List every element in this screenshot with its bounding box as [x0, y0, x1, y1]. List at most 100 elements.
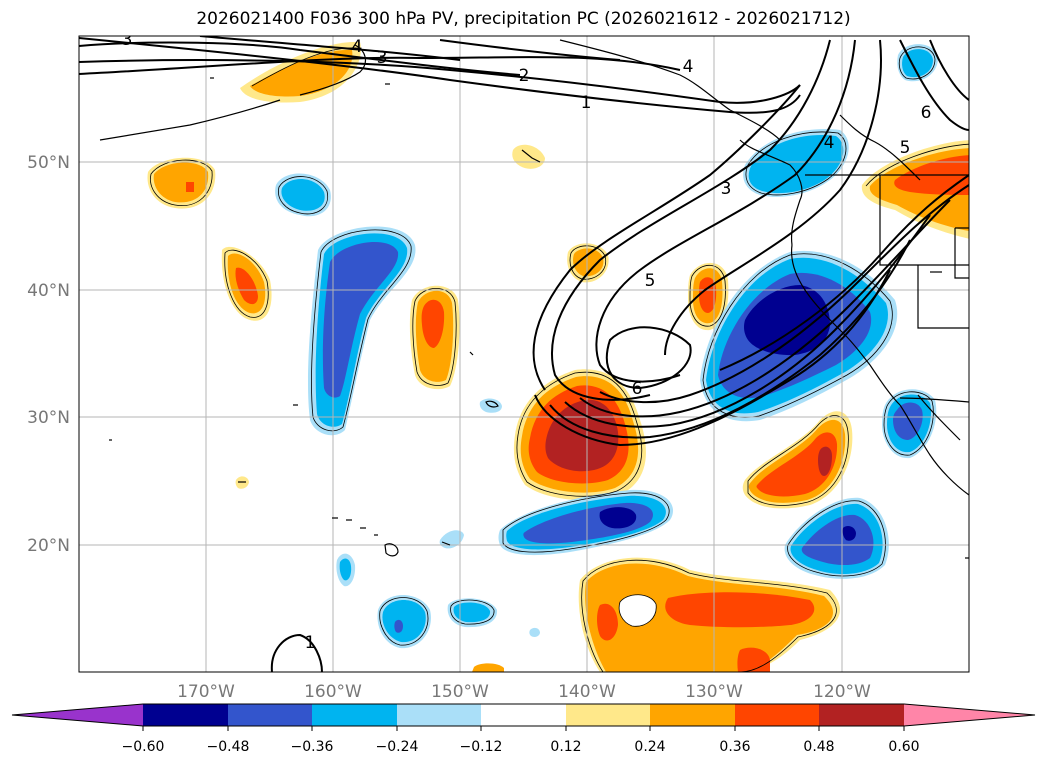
- colorbar-extend-left: [12, 704, 143, 726]
- colorbar-tick-label: −0.48: [207, 739, 250, 755]
- colorbar-ticks: [142, 726, 905, 731]
- islands: [109, 77, 969, 559]
- pv-ridge-4: [579, 199, 951, 418]
- pv-contour-3: [79, 41, 521, 76]
- pv-contour-1: [79, 37, 801, 114]
- pv-trough-3: [595, 39, 856, 383]
- pv-ridge-5: [599, 184, 969, 404]
- precip-blob: [818, 446, 832, 476]
- precip-blob: [394, 619, 403, 633]
- precip-blob: [235, 267, 258, 305]
- colorbar-tick-label: 0.60: [888, 739, 919, 755]
- pv-contour-label: 2: [519, 66, 530, 86]
- colorbar-segment: [481, 704, 566, 726]
- colorbar-segment: [819, 704, 904, 726]
- pv-east-2: [929, 39, 969, 101]
- colorbar-segment: [397, 704, 481, 726]
- pv-east-1: [899, 39, 969, 131]
- precip-blob: [453, 602, 491, 623]
- pv-contour-label: 5: [900, 138, 911, 158]
- pv-bottom-1: [270, 633, 323, 672]
- precip-blob: [153, 162, 209, 203]
- canada-province-border: [839, 114, 921, 181]
- hawaii-island: [384, 543, 399, 557]
- alaska-south-coast: [559, 39, 781, 141]
- pv-trough-4: [664, 39, 882, 356]
- colorbar-segment: [228, 704, 312, 726]
- pv-ridge-2: [549, 239, 911, 439]
- map-title: 2026021400 F036 300 hPa PV, precipitatio…: [196, 9, 851, 29]
- us-state-border: [879, 175, 969, 266]
- map-frame: [78, 35, 970, 673]
- precip-blob: [472, 663, 504, 672]
- colorbar-segment: [735, 704, 819, 726]
- pv-contour-labels: 1 2 3 4 3 4 5 6 3 4 5 6 1: [122, 36, 932, 653]
- pv-contour-label: 3: [377, 48, 388, 68]
- precip-blob: [529, 627, 540, 637]
- precip-outlines: [150, 46, 969, 672]
- precip-blob: [842, 525, 856, 541]
- precip-blob: [186, 182, 194, 192]
- pv-cutoff: [605, 326, 692, 390]
- precip-blob: [281, 179, 325, 211]
- precip-blob: [322, 241, 399, 398]
- precip-blob: [599, 507, 637, 529]
- alaska-coast: [99, 44, 367, 141]
- precip-blob: [756, 432, 838, 497]
- precip-blob: [801, 514, 874, 566]
- precip-blob: [382, 600, 426, 643]
- lon-label-120w: 120°W: [813, 682, 871, 702]
- precip-blob: [748, 134, 844, 194]
- colorbar-segment: [143, 704, 228, 726]
- pv-contour-5: [199, 36, 461, 61]
- pv-contour-label: 1: [305, 633, 316, 653]
- pv-trough-1: [532, 84, 801, 391]
- pv-ridge-1: [534, 269, 891, 447]
- colorbar-segment: [650, 704, 735, 726]
- pv-contour-label: 1: [581, 93, 592, 113]
- colorbar-tick-label: 0.12: [550, 739, 581, 755]
- colorbar-tick-label: −0.60: [122, 739, 165, 755]
- us-state-border: [917, 265, 969, 329]
- precip-blob: [339, 558, 352, 581]
- precip-blob: [665, 592, 815, 628]
- precip-blob: [597, 603, 618, 641]
- map-plot-area: 1 2 3 4 3 4 5 6 3 4 5 6 1: [79, 36, 969, 672]
- lat-label-30n: 30°N: [27, 408, 70, 428]
- graticule: [79, 36, 969, 672]
- pv-trough-2: [551, 39, 831, 401]
- pv-contour-label: 4: [683, 57, 694, 77]
- colorbar-tick-label: 0.24: [634, 739, 665, 755]
- pv-ridge-3: [564, 214, 931, 428]
- pv-contour-label: 6: [921, 103, 932, 123]
- lon-label-140w: 140°W: [558, 682, 616, 702]
- pv-contour-3b: [439, 39, 621, 61]
- lat-label-50n: 50°N: [27, 153, 70, 173]
- precip-blob: [512, 144, 545, 169]
- pv-ridge-6: [719, 174, 969, 371]
- pv-contours: [79, 36, 969, 672]
- lon-label-160w: 160°W: [304, 682, 362, 702]
- precip-blob: [573, 248, 604, 277]
- pv-contour-2: [79, 59, 801, 104]
- precip-blob: [421, 299, 445, 348]
- pv-contour-label: 4: [352, 37, 363, 57]
- pv-contour-label: 3: [721, 179, 732, 199]
- colorbar-tick-label: 0.48: [803, 739, 834, 755]
- pv-contour-label: 6: [632, 379, 643, 399]
- precip-blob: [619, 594, 657, 627]
- us-mexico-border: [899, 397, 969, 403]
- colorbar-segment: [566, 704, 650, 726]
- pv-contour-label: 4: [824, 133, 835, 153]
- lon-label-170w: 170°W: [177, 682, 235, 702]
- colorbar-extend-right: [904, 704, 1035, 726]
- pv-contour-label: 5: [645, 271, 656, 291]
- lat-label-20n: 20°N: [27, 536, 70, 556]
- precip-blob: [744, 285, 830, 356]
- colorbar: −0.60 −0.48 −0.36 −0.24 −0.12 0.12 0.24 …: [11, 703, 1036, 755]
- us-state-border: [954, 227, 969, 279]
- colorbar-tick-label: −0.24: [376, 739, 419, 755]
- colorbar-tick-label: −0.12: [460, 739, 503, 755]
- lon-label-130w: 130°W: [685, 682, 743, 702]
